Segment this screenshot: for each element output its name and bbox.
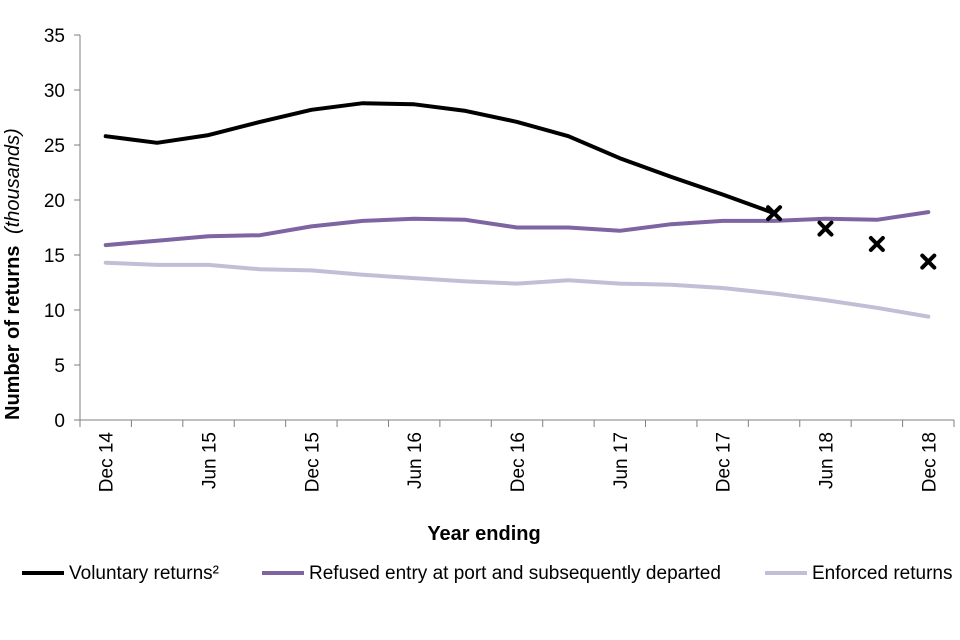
series-line-2 bbox=[103, 260, 931, 319]
x-tick-label: Jun 18 bbox=[816, 432, 837, 489]
legend-label-refused: Refused entry at port and subsequently d… bbox=[309, 563, 721, 584]
x-marker-stroke bbox=[868, 236, 885, 252]
y-axis-title-main: Number of returns bbox=[2, 246, 24, 420]
axes bbox=[79, 35, 954, 421]
x-tick-label: Dec 16 bbox=[508, 432, 529, 492]
x-tick-label: Dec 18 bbox=[919, 432, 940, 492]
y-tick-label: 0 bbox=[54, 411, 65, 432]
x-marker-stroke bbox=[817, 220, 834, 237]
y-axis-title: Number of returns (thousands) bbox=[2, 128, 24, 420]
legend: Voluntary returns² Refused entry at port… bbox=[22, 563, 952, 584]
x-tick-label: Jun 16 bbox=[405, 432, 426, 489]
y-tick-label: 30 bbox=[44, 81, 65, 102]
x-tick-label: Dec 15 bbox=[302, 432, 323, 492]
series-line-1 bbox=[103, 210, 931, 248]
x-marker bbox=[817, 220, 834, 237]
x-marker-stroke bbox=[920, 253, 937, 270]
series-line-0 bbox=[103, 101, 777, 216]
y-tick-label: 15 bbox=[44, 246, 65, 267]
x-tick-label: Jun 17 bbox=[611, 432, 632, 489]
legend-label-voluntary: Voluntary returns² bbox=[69, 563, 219, 584]
x-tick-label: Dec 14 bbox=[97, 432, 118, 493]
y-tick-label: 10 bbox=[44, 301, 65, 322]
series-lines bbox=[103, 101, 931, 319]
series-markers bbox=[766, 205, 937, 270]
y-tick-label: 25 bbox=[44, 136, 65, 157]
y-tick-label: 35 bbox=[44, 26, 65, 47]
x-axis-title: Year ending bbox=[427, 523, 540, 545]
x-axis-ticks: Dec 14 Jun 15 Dec 15 Jun 16 Dec 16 Jun 17 Dec … bbox=[79, 420, 955, 493]
legend-label-enforced: Enforced returns bbox=[812, 563, 952, 584]
x-marker bbox=[920, 253, 937, 270]
x-marker bbox=[868, 236, 885, 252]
x-marker bbox=[766, 205, 783, 222]
x-tick-label: Jun 15 bbox=[200, 432, 221, 489]
y-tick-label: 20 bbox=[44, 191, 65, 212]
x-marker-stroke bbox=[766, 205, 783, 222]
y-axis-title-italic: (thousands) bbox=[2, 128, 24, 234]
y-axis-ticks: 0 5 10 15 20 25 30 35 bbox=[44, 26, 80, 432]
y-tick-label: 5 bbox=[54, 356, 65, 377]
x-tick-label: Dec 17 bbox=[714, 432, 735, 492]
